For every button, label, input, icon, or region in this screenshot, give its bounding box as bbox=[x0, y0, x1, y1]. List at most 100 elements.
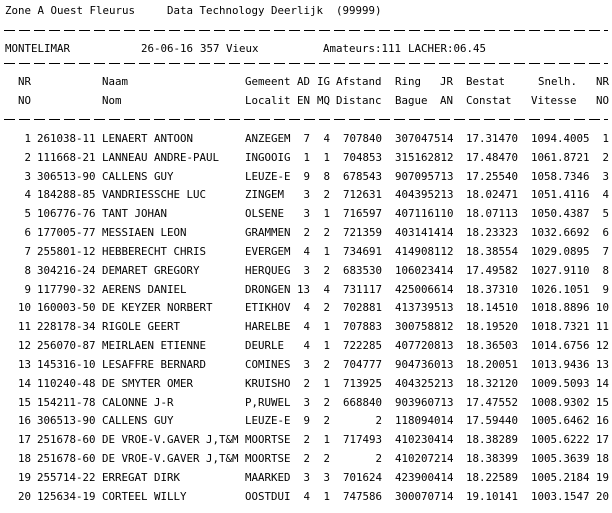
table-row: 17 251678-60 DE VROE-V.GAVER J,T&M MOORT… bbox=[0, 431, 612, 450]
cell-ring: 425006614 bbox=[395, 282, 454, 296]
cell-speed: 1018.7321 bbox=[531, 320, 590, 334]
cell-rank-right: 18 bbox=[595, 452, 609, 466]
cell-distance: 678543 bbox=[342, 169, 382, 183]
cell-marked: 2 bbox=[323, 452, 330, 466]
cell-rank-right: 1 bbox=[602, 132, 609, 145]
cell-rank-right: 15 bbox=[595, 395, 609, 409]
cell-marked: 2 bbox=[323, 414, 330, 428]
cell-license: 306513-90 bbox=[37, 169, 96, 183]
cell-rank: 10 bbox=[17, 301, 31, 315]
cell-speed: 1005.6222 bbox=[531, 433, 590, 447]
col-distanc: Distanc bbox=[336, 94, 382, 107]
cell-entered: 9 bbox=[303, 169, 310, 183]
cell-license: 117790-32 bbox=[37, 282, 96, 296]
cell-town: DRONGEN bbox=[245, 282, 291, 296]
table-row: 7 255801-12 HEBBERECHT CHRIS EVERGEM 4 1… bbox=[0, 243, 612, 262]
cell-speed: 1050.4387 bbox=[531, 207, 590, 221]
cell-entered: 3 bbox=[303, 470, 310, 484]
table-row: 5 106776-76 TANT JOHAN OLSENE 3 1 716597… bbox=[0, 205, 612, 224]
cell-distance: 701624 bbox=[342, 470, 382, 484]
table-row: 4 184288-85 VANDRIESSCHE LUC ZINGEM 3 2 … bbox=[0, 186, 612, 205]
table-row: 14 110240-48 DE SMYTER OMER KRUISHO 2 1 … bbox=[0, 375, 612, 394]
cell-clocking: 17.59440 bbox=[466, 414, 519, 428]
cell-clocking: 18.38554 bbox=[466, 244, 519, 258]
cell-rank-right: 6 bbox=[602, 226, 609, 240]
col-localit: Localit bbox=[245, 94, 291, 107]
cell-distance: 721359 bbox=[342, 226, 382, 240]
cell-ring: 106023414 bbox=[395, 263, 454, 277]
cell-name: RIGOLE GEERT bbox=[102, 320, 181, 334]
cell-town: ZINGEM bbox=[245, 188, 285, 202]
cell-rank: 20 bbox=[17, 489, 31, 503]
cell-name: TANT JOHAN bbox=[102, 207, 168, 221]
table-row: 9 117790-32 AERENS DANIEL DRONGEN 13 4 7… bbox=[0, 281, 612, 300]
cell-clocking: 18.37310 bbox=[466, 282, 519, 296]
table-row: 12 256070-87 MEIRLAEN ETIENNE DEURLE 4 1… bbox=[0, 337, 612, 356]
cell-license: 125634-19 bbox=[37, 489, 96, 503]
cell-clocking: 18.22589 bbox=[466, 470, 519, 484]
cell-entered: 3 bbox=[303, 207, 310, 221]
cell-entered: 3 bbox=[303, 395, 310, 409]
cell-name: LENAERT ANTOON bbox=[102, 132, 194, 145]
cell-marked: 2 bbox=[323, 188, 330, 202]
cell-distance: 722285 bbox=[342, 339, 382, 353]
cell-license: 154211-78 bbox=[37, 395, 96, 409]
cell-rank: 12 bbox=[17, 339, 31, 353]
cell-name: DE SMYTER OMER bbox=[102, 376, 194, 390]
cell-name: ERREGAT DIRK bbox=[102, 470, 181, 484]
cell-clocking: 18.14510 bbox=[466, 301, 519, 315]
cell-marked: 4 bbox=[323, 282, 330, 296]
col-bague: Bague bbox=[395, 94, 428, 107]
cell-distance: 734691 bbox=[342, 244, 382, 258]
cell-marked: 4 bbox=[323, 132, 330, 145]
cell-distance: 707840 bbox=[342, 132, 382, 145]
cell-town: HARELBE bbox=[245, 320, 291, 334]
cell-name: CALONNE J-R bbox=[102, 395, 174, 409]
col-dist: Afstand bbox=[336, 75, 382, 88]
cell-town: LEUZE-E bbox=[245, 414, 291, 428]
cell-distance: 704777 bbox=[342, 357, 382, 371]
cell-town: ANZEGEM bbox=[245, 132, 291, 145]
organization-code: (99999) bbox=[336, 4, 382, 17]
col-name: Naam bbox=[102, 75, 129, 88]
cell-rank: 19 bbox=[17, 470, 31, 484]
cell-entered: 4 bbox=[303, 244, 310, 258]
cell-rank-right: 14 bbox=[595, 376, 609, 390]
cell-speed: 1051.4116 bbox=[531, 188, 590, 202]
table-row: 6 177005-77 MESSIAEN LEON GRAMMEN 2 2 72… bbox=[0, 224, 612, 243]
cell-clocking: 18.20051 bbox=[466, 357, 519, 371]
cell-license: 160003-50 bbox=[37, 301, 96, 315]
cell-marked: 2 bbox=[323, 301, 330, 315]
cell-town: OOSTDUI bbox=[245, 489, 291, 503]
cell-speed: 1014.6756 bbox=[531, 339, 590, 353]
col-time: Bestat bbox=[466, 75, 506, 88]
race-name: MONTELIMAR bbox=[5, 42, 71, 55]
cell-rank-right: 2 bbox=[602, 150, 609, 164]
cell-entered: 4 bbox=[303, 489, 310, 503]
cell-clocking: 17.48470 bbox=[466, 150, 519, 164]
cell-marked: 1 bbox=[323, 339, 330, 353]
cell-entered: 3 bbox=[303, 357, 310, 371]
cell-ring: 404325213 bbox=[395, 376, 454, 390]
cell-name: DE KEYZER NORBERT bbox=[102, 301, 213, 315]
cell-license: 106776-76 bbox=[37, 207, 96, 221]
cell-rank: 3 bbox=[24, 169, 31, 183]
cell-entered: 3 bbox=[303, 263, 310, 277]
col-nr-right: NR bbox=[596, 75, 610, 88]
cell-ring: 423900414 bbox=[395, 470, 454, 484]
cell-rank-right: 11 bbox=[595, 320, 609, 334]
cell-speed: 1032.6692 bbox=[531, 226, 590, 240]
cell-rank-right: 3 bbox=[602, 169, 609, 183]
table-row: 15 154211-78 CALONNE J-R P,RUWEL 3 2 668… bbox=[0, 394, 612, 413]
table-header-fr: NO Nom Localit EN MQ Distanc Bague AN Co… bbox=[0, 91, 612, 110]
cell-clocking: 18.32120 bbox=[466, 376, 519, 390]
cell-rank: 16 bbox=[17, 414, 31, 428]
cell-ring: 410230414 bbox=[395, 433, 454, 447]
cell-license: 111668-21 bbox=[37, 150, 96, 164]
cell-distance: 2 bbox=[375, 414, 382, 428]
cell-rank: 13 bbox=[17, 357, 31, 371]
col-nom: Nom bbox=[102, 94, 122, 107]
cell-clocking: 18.19520 bbox=[466, 320, 519, 334]
cell-marked: 2 bbox=[323, 263, 330, 277]
cell-clocking: 18.38289 bbox=[466, 433, 519, 447]
